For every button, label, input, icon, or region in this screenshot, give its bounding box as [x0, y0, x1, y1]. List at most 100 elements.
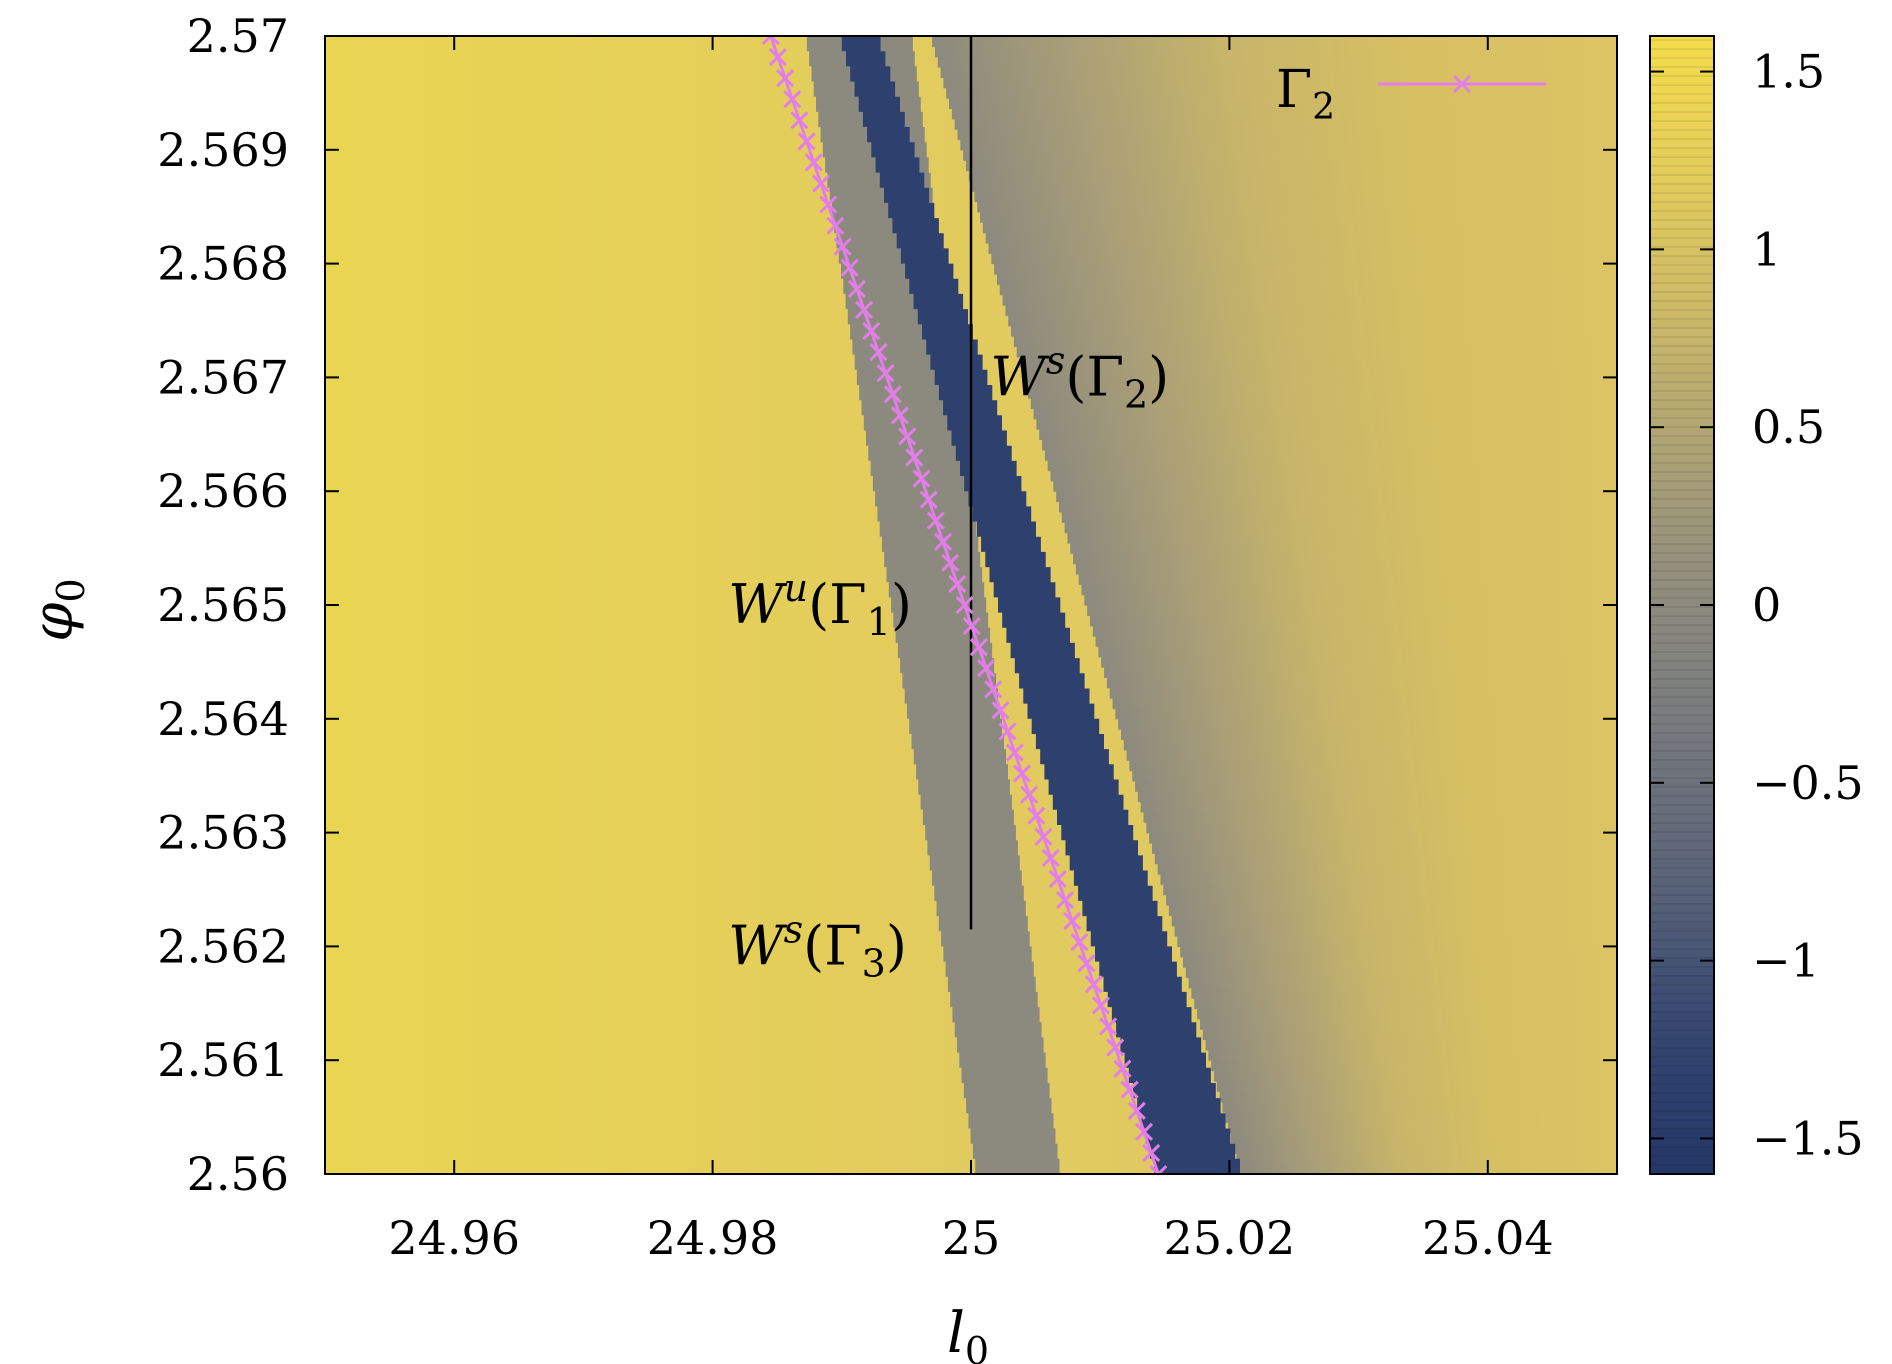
- annotation-sup: s: [1046, 338, 1066, 382]
- gamma2-point-marker: [984, 680, 1003, 699]
- right-gradient-strip: [1160, 873, 1617, 885]
- gamma2-point-marker: [1084, 975, 1103, 994]
- legend-label-main: Γ: [1276, 60, 1312, 120]
- y-tick-label: 2.57: [187, 9, 289, 63]
- right-gradient-strip: [1214, 1070, 1617, 1082]
- right-gradient-strip: [991, 253, 1617, 265]
- y-tick-label: 2.566: [157, 464, 289, 518]
- legend-label-sub: 2: [1312, 87, 1335, 128]
- right-gradient-strip: [1197, 1008, 1617, 1020]
- annotation-sup: u: [784, 566, 808, 610]
- right-gradient-strip: [932, 36, 1617, 47]
- gamma2-point-marker: [862, 321, 881, 341]
- right-gradient-strip: [946, 87, 1617, 99]
- x-tick-label: 25.02: [1164, 1211, 1296, 1265]
- gamma2-point-marker: [1063, 912, 1082, 931]
- right-gradient-strip: [1087, 605, 1617, 616]
- x-axis-label-sub: 0: [965, 1329, 989, 1364]
- right-gradient-strip: [954, 118, 1617, 130]
- right-gradient-strip: [1005, 304, 1617, 316]
- annotation-main: W: [728, 573, 788, 636]
- gamma2-point-marker: [1091, 996, 1110, 1015]
- right-gradient-strip: [1182, 956, 1617, 968]
- annotation-close: ): [886, 914, 907, 977]
- annotation-main: W: [990, 345, 1050, 408]
- x-tick-label: 24.98: [647, 1211, 779, 1265]
- gamma2-point-marker: [826, 216, 845, 235]
- gamma2-point-marker: [819, 195, 838, 214]
- y-axis-label: φ0: [21, 578, 93, 641]
- right-gradient-strip: [1135, 780, 1617, 792]
- annotation-sub: 1: [867, 600, 891, 644]
- right-gradient-strip: [943, 77, 1617, 89]
- colorbar: 1.5 1 0.5 0 −0.5 −1 −1.5: [1649, 35, 1864, 1175]
- legend-label: Γ2: [1276, 60, 1335, 128]
- gamma2-point-marker: [776, 69, 795, 88]
- gamma2-point-marker: [1142, 1143, 1161, 1162]
- right-gradient-strip: [1095, 636, 1617, 647]
- gamma2-point-marker: [840, 258, 859, 277]
- right-gradient-strip: [1151, 842, 1617, 854]
- gamma2-point-marker: [1120, 1080, 1139, 1099]
- right-gradient-strip: [1228, 1122, 1617, 1134]
- gamma2-point-marker: [1027, 806, 1046, 825]
- gamma2-point-marker: [1134, 1122, 1154, 1141]
- right-gradient-strip: [1233, 1142, 1617, 1154]
- right-gradient-strip: [1185, 967, 1617, 979]
- right-gradient-strip: [1036, 418, 1617, 430]
- right-gradient-strip: [1078, 573, 1617, 585]
- right-gradient-strip: [1056, 491, 1617, 503]
- right-gradient-strip: [1039, 429, 1617, 441]
- gamma2-point-marker: [1106, 1038, 1125, 1057]
- gamma2-point-marker: [1041, 848, 1060, 867]
- colorbar-tick-label: 1.5: [1752, 45, 1825, 99]
- right-gradient-strip: [1092, 625, 1617, 637]
- right-gradient-strip: [1089, 615, 1617, 627]
- right-gradient-strip: [1236, 1153, 1617, 1165]
- colorbar-tick-label: −0.5: [1752, 756, 1864, 810]
- gamma2-point-marker: [797, 132, 816, 151]
- right-gradient-strip: [1027, 387, 1617, 399]
- right-gradient-strip: [1154, 853, 1617, 865]
- right-gradient-strip: [1191, 987, 1617, 999]
- gamma2-point-marker: [905, 448, 924, 467]
- right-gradient-strip: [1101, 656, 1617, 668]
- y-tick-label: 2.565: [157, 578, 289, 632]
- right-gradient-strip: [1084, 594, 1617, 606]
- right-gradient-strip: [1177, 936, 1617, 947]
- right-gradient-strip: [957, 129, 1617, 141]
- gamma2-point-marker: [977, 659, 996, 678]
- right-gradient-strip: [940, 67, 1617, 78]
- right-gradient-strip: [1033, 408, 1617, 420]
- y-tick-label: 2.562: [157, 919, 289, 973]
- right-gradient-strip: [1070, 542, 1617, 554]
- gamma2-point-marker: [768, 48, 787, 67]
- y-axis-label-main: φ: [21, 602, 86, 641]
- right-gradient-strip: [1067, 532, 1617, 544]
- gamma2-point-marker: [1127, 1101, 1146, 1120]
- gamma2-point-marker: [811, 174, 831, 193]
- x-axis-label: l0: [947, 1301, 989, 1364]
- gamma2-point-marker: [1113, 1059, 1132, 1078]
- gamma2-series-group: [761, 36, 1168, 1174]
- gamma2-point-marker: [847, 279, 866, 298]
- right-gradient-strip: [1211, 1060, 1617, 1072]
- right-gradient-strip: [1008, 315, 1617, 327]
- gamma2-point-marker: [898, 427, 917, 446]
- right-gradient-strip: [988, 242, 1617, 254]
- right-gradient-strip: [1132, 770, 1617, 782]
- right-gradient-strip: [1163, 884, 1617, 896]
- right-gradient-strip: [1053, 480, 1617, 492]
- gamma2-point-marker: [969, 638, 988, 657]
- gamma2-point-marker: [912, 469, 931, 488]
- y-tick-label: 2.569: [157, 123, 289, 177]
- annotation-main: W: [728, 914, 788, 977]
- gamma2-point-marker: [890, 406, 910, 425]
- x-axis-label-main: l: [947, 1301, 965, 1364]
- right-gradient-strip: [1061, 511, 1617, 523]
- right-gradient-strip: [1112, 698, 1617, 710]
- gamma2-point-marker: [854, 300, 874, 320]
- right-gradient-strip: [1239, 1163, 1617, 1174]
- legend: Γ2: [1276, 60, 1546, 128]
- right-gradient-strip: [1013, 336, 1617, 347]
